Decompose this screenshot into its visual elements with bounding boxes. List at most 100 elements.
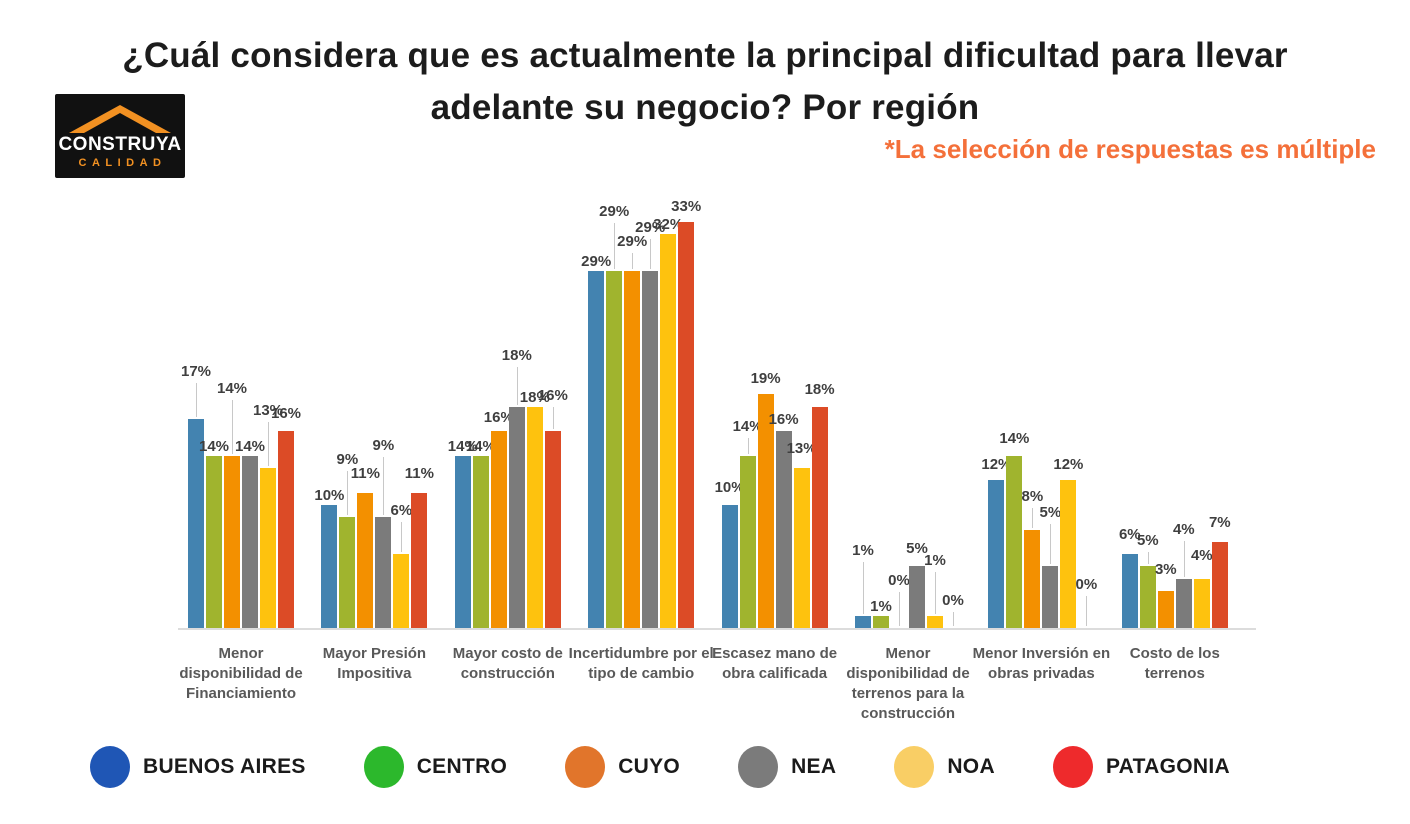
logo-tagline: CALIDAD [78, 157, 167, 169]
bar-value-label: 29% [617, 233, 648, 250]
bar-value-label: 5% [1136, 532, 1159, 549]
legend-item: NEA [738, 746, 836, 788]
bar-value-label: 14% [999, 430, 1030, 447]
bar [1121, 554, 1138, 628]
bar-value-label: 4% [1190, 547, 1213, 564]
bar [375, 517, 392, 628]
construya-logo: CONSTRUYA CALIDAD [55, 94, 185, 178]
bar [339, 517, 356, 628]
region-legend: BUENOS AIRES CENTRO CUYO NEA NOA PATAGONIA [90, 746, 1230, 788]
bar [508, 407, 525, 628]
label-leader-line [747, 438, 749, 454]
bar-value-label: 9% [372, 437, 395, 454]
label-leader-line [516, 367, 518, 405]
bar [660, 234, 677, 628]
chart-title-line-2: adelante su negocio? Por región [430, 88, 980, 127]
bar-value-label: 33% [671, 198, 702, 215]
bar-value-label: 6% [390, 502, 413, 519]
legend-color-swatch [1052, 746, 1093, 788]
bar [490, 431, 507, 628]
label-leader-line [614, 223, 616, 269]
legend-item: CENTRO [363, 746, 508, 788]
bar-value-label: 5% [1039, 504, 1062, 521]
legend-color-swatch [565, 746, 606, 788]
bar-value-label: 16% [270, 405, 302, 422]
bar [260, 468, 276, 628]
legend-item: PATAGONIA [1052, 746, 1230, 788]
bar [544, 431, 561, 628]
bar [721, 505, 738, 628]
label-leader-line [899, 592, 900, 626]
bar-value-label: 14% [447, 438, 478, 455]
legend-label: NOA [947, 755, 995, 778]
label-leader-line [196, 383, 197, 417]
bar-value-label: 14% [198, 438, 230, 455]
label-leader-line [1183, 541, 1185, 577]
label-leader-line [401, 522, 403, 552]
bar [321, 505, 338, 628]
label-leader-line [632, 253, 634, 269]
bar-value-label: 1% [924, 552, 946, 569]
bar [1175, 579, 1192, 628]
label-leader-line [1050, 524, 1052, 564]
bar [739, 456, 756, 628]
bar-value-label: 29% [599, 203, 630, 220]
bar [678, 222, 695, 628]
bar-value-label: 16% [483, 409, 514, 426]
bar [606, 271, 623, 628]
bar-value-label: 29% [635, 219, 666, 236]
bar-value-label: 18% [501, 347, 532, 364]
bar [855, 616, 871, 628]
bar [188, 419, 204, 628]
label-leader-line [953, 612, 954, 626]
bar [472, 456, 489, 628]
legend-label: PATAGONIA [1105, 755, 1230, 778]
bar [1042, 566, 1059, 628]
bar [642, 271, 659, 628]
bar [757, 394, 774, 628]
label-leader-line [347, 471, 349, 515]
bar [224, 456, 240, 628]
chart-title: ¿Cuál considera que es actualmente la pr… [0, 30, 1410, 134]
label-leader-line [650, 239, 652, 269]
label-leader-line [232, 400, 233, 454]
bar-value-label: 17% [180, 363, 212, 380]
category-label: Incertidumbre por el tipo de cambio [568, 645, 714, 682]
bar-value-label: 5% [906, 540, 928, 557]
bar [206, 456, 222, 628]
bar-value-label: 7% [1208, 514, 1231, 531]
bar [1060, 480, 1077, 628]
legend-item: BUENOS AIRES [90, 746, 306, 788]
bar-value-label: 29% [581, 253, 612, 270]
roof-icon [69, 105, 171, 133]
bar-value-label: 14% [732, 418, 763, 435]
bar-value-label: 10% [314, 487, 345, 504]
legend-color-swatch [90, 746, 130, 788]
bar [1157, 591, 1174, 628]
category-label: Mayor Presión Impositiva [322, 645, 427, 682]
label-leader-line [935, 572, 936, 614]
bar [588, 271, 605, 628]
category-label: Menor disponibilidad de terrenos para la… [846, 645, 970, 722]
category-label: Mayor costo de construcción [452, 645, 563, 682]
bar [242, 456, 258, 628]
bar-value-label: 0% [888, 572, 910, 589]
bar-value-label: 16% [537, 387, 568, 404]
bar-value-label: 1% [852, 542, 874, 559]
bar [1139, 566, 1156, 628]
chart-title-line-1: ¿Cuál considera que es actualmente la pr… [122, 36, 1288, 75]
bar-value-label: 1% [870, 598, 892, 615]
bar-value-label: 11% [404, 465, 434, 482]
bar-value-label: 19% [750, 370, 781, 387]
bar-value-label: 14% [465, 438, 496, 455]
legend-label: CENTRO [416, 755, 508, 778]
bar-value-label: 18% [804, 381, 835, 398]
bar-value-label: 32% [653, 216, 684, 233]
bar [793, 468, 810, 628]
bar [811, 407, 828, 628]
label-leader-line [863, 562, 864, 614]
x-axis-line [178, 628, 1256, 630]
grouped-bar-chart: Menor disponibilidad de Financiamiento 17… [0, 180, 1410, 740]
bar-value-label: 13% [786, 440, 817, 457]
legend-item: CUYO [565, 746, 680, 788]
